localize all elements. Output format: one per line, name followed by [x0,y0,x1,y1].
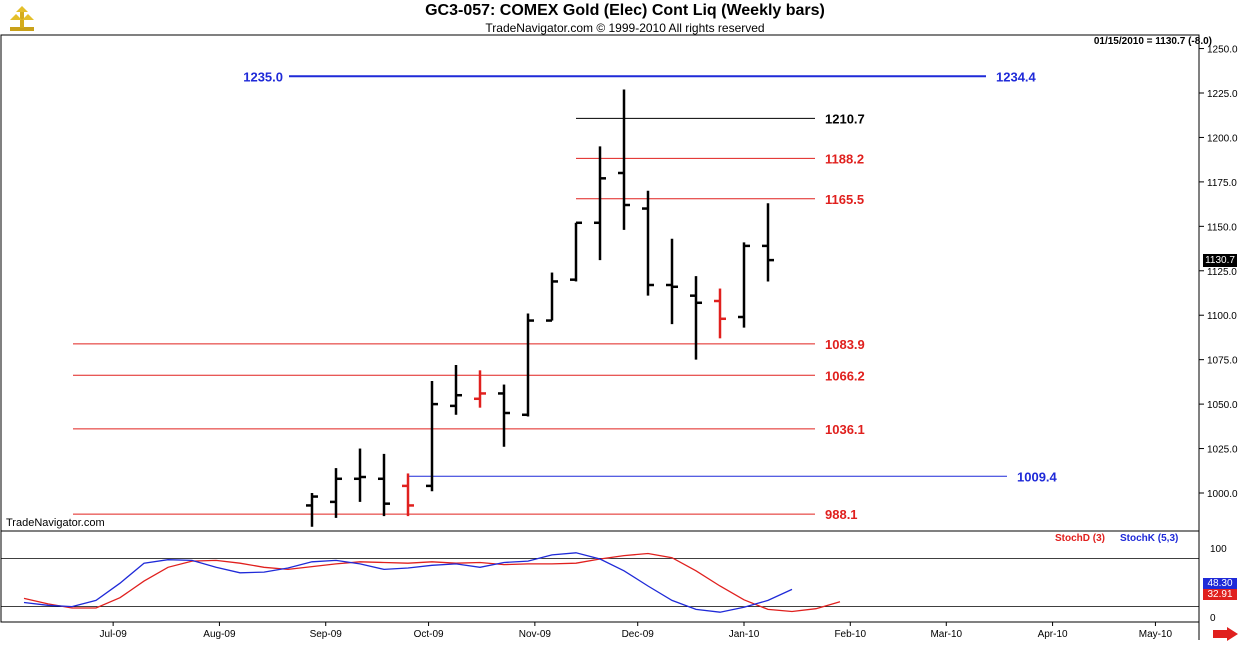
chart-subtitle: TradeNavigator.com © 1999-2010 All right… [485,21,765,35]
price-axis-label: 1075.0 [1207,356,1238,367]
ohlc-series [306,89,774,527]
oscillator-panel-frame [0,530,1200,623]
ohlc-bar [690,276,702,360]
ohlc-bar [330,468,342,518]
price-axis-label: 1175.0 [1207,178,1237,189]
ohlc-bar [474,370,486,408]
ohlc-bar [570,221,582,282]
legend-stochd: StochD (3) [1055,533,1105,544]
x-axis-label: Aug-09 [203,629,236,640]
x-axis-label: Mar-10 [930,629,962,640]
level-label-left: 1235.0 [243,69,283,84]
level-label: 1234.4 [996,69,1037,84]
price-axis-label: 1225.0 [1207,89,1238,100]
ohlc-bar [354,448,366,502]
price-axis-label: 1125.0 [1207,267,1237,278]
chart-title: GC3-057: COMEX Gold (Elec) Cont Liq (Wee… [425,2,825,19]
watermark-text: TradeNavigator.com [6,517,105,529]
price-axis-label: 1050.0 [1207,400,1238,411]
level-label: 1066.2 [825,368,865,383]
legend-stochk: StochK (5,3) [1120,533,1179,544]
level-label: 1188.2 [825,151,864,166]
price-axis-label: 1100.0 [1207,311,1237,322]
ohlc-bar [618,89,630,230]
oscillator-axis-label: 0 [1210,613,1216,624]
oscillator-axis-label: 100 [1210,544,1227,555]
ohlc-bar [762,203,774,282]
x-axis-label: Nov-09 [519,629,552,640]
price-axis-label: 1250.0 [1207,45,1238,56]
price-panel-frame [0,34,1200,532]
ohlc-bar [498,384,510,447]
x-axis-label: Jul-09 [100,629,128,640]
stochd-line [23,552,841,613]
stochk-line [23,552,793,613]
price-axis-label: 1025.0 [1207,445,1238,456]
trade-navigator-logo-icon [10,6,34,31]
ohlc-bar [666,238,678,325]
level-label: 1210.7 [825,111,865,126]
ohlc-bar [306,493,318,527]
ohlc-bar [402,473,414,517]
stochk-value-tag: 48.30 [1203,578,1237,589]
scroll-right-arrow-icon[interactable] [1213,627,1239,641]
x-axis-label: Sep-09 [310,629,343,640]
level-label: 988.1 [825,507,858,522]
level-label: 1036.1 [825,422,865,437]
ohlc-bar [522,313,534,417]
level-label: 1165.5 [825,192,864,207]
ohlc-bar [546,272,558,322]
x-axis-label: Oct-09 [414,629,444,640]
price-axis-label: 1000.0 [1207,489,1238,500]
ohlc-bar [642,190,654,296]
x-axis-label: Jan-10 [729,629,760,640]
ohlc-bar [738,242,750,328]
ohlc-bar [426,381,438,492]
ohlc-bar [594,146,606,261]
price-axis-label: 1200.0 [1207,133,1238,144]
x-axis-label: Apr-10 [1038,629,1068,640]
price-axis-label: 1150.0 [1207,222,1237,233]
ohlc-bar [450,365,462,415]
last-price-tag: 1130.7 [1203,254,1237,267]
level-label: 1083.9 [825,337,865,352]
x-axis-label: Feb-10 [834,629,866,640]
level-label: 1009.4 [1017,469,1058,484]
stochd-value-tag: 32.91 [1203,589,1237,600]
ohlc-bar [714,288,726,339]
x-axis-label: May-10 [1139,629,1173,640]
price-readout: 01/15/2010 = 1130.7 (-8.0) [1093,36,1212,47]
x-axis-label: Dec-09 [622,629,655,640]
ohlc-bar [378,453,390,517]
